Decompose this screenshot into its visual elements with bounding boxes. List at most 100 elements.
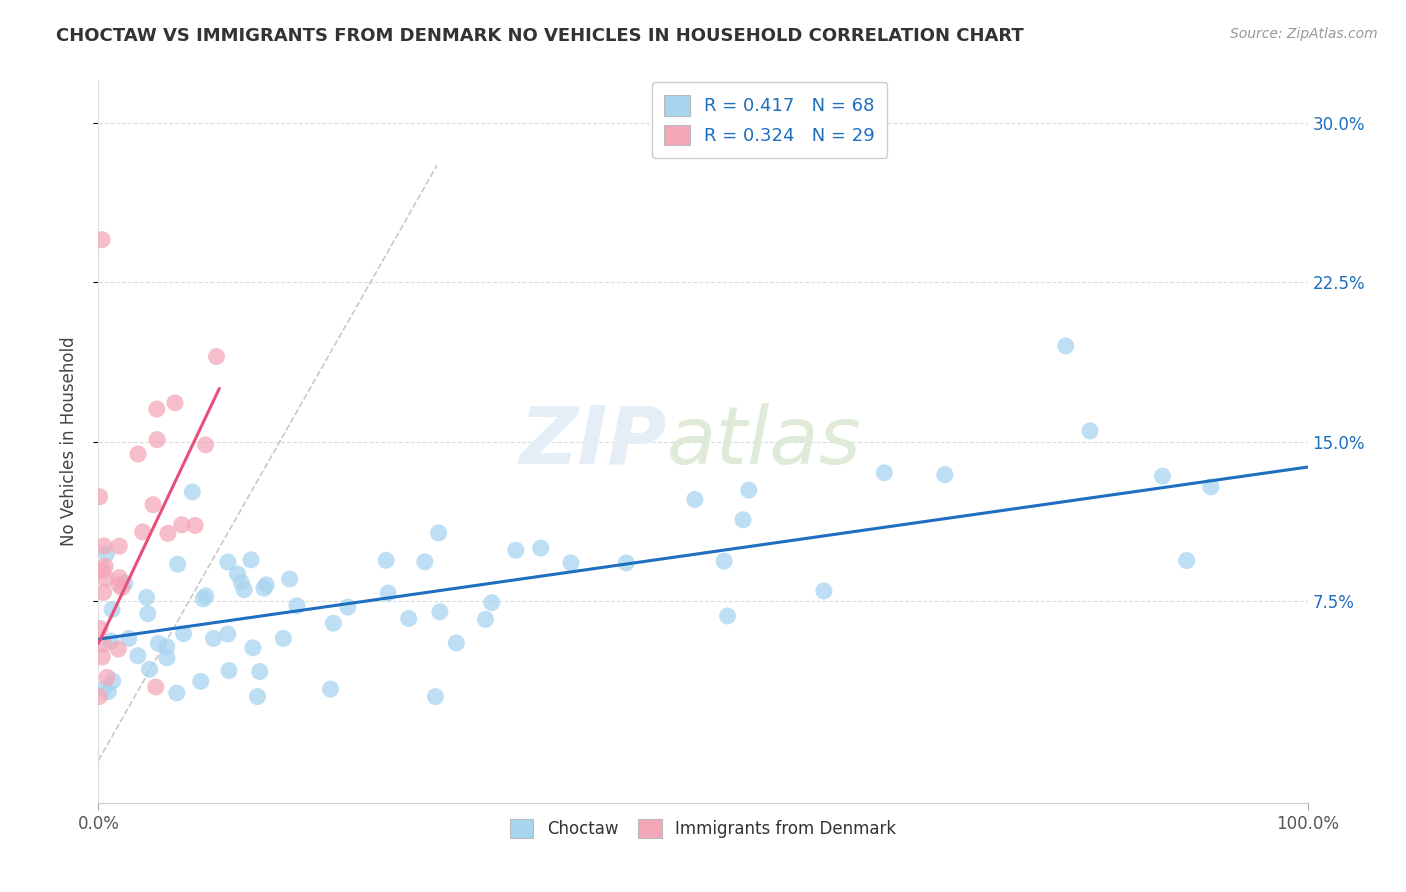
Point xyxy=(217,555,239,569)
Point xyxy=(107,642,129,657)
Point xyxy=(89,621,111,635)
Point xyxy=(93,585,115,599)
Point xyxy=(233,582,256,597)
Point xyxy=(91,233,114,247)
Point xyxy=(94,559,117,574)
Point xyxy=(375,553,398,567)
Point xyxy=(530,541,553,555)
Text: atlas: atlas xyxy=(666,402,862,481)
Point xyxy=(1199,480,1222,494)
Point xyxy=(173,626,195,640)
Point xyxy=(425,690,447,704)
Point xyxy=(101,602,124,616)
Point xyxy=(146,402,169,417)
Point xyxy=(738,483,761,498)
Point xyxy=(146,433,169,447)
Point xyxy=(193,591,215,606)
Point xyxy=(240,553,263,567)
Point xyxy=(91,649,114,664)
Point xyxy=(934,467,956,482)
Point xyxy=(94,572,117,586)
Point xyxy=(148,636,170,650)
Point xyxy=(683,492,706,507)
Point xyxy=(135,591,157,605)
Point xyxy=(114,576,136,591)
Point xyxy=(190,674,212,689)
Point xyxy=(108,539,131,553)
Point xyxy=(127,447,149,461)
Point xyxy=(184,518,207,533)
Point xyxy=(322,616,344,631)
Point xyxy=(226,566,249,581)
Point xyxy=(96,670,118,684)
Point xyxy=(446,636,468,650)
Point xyxy=(93,681,115,696)
Point xyxy=(205,350,228,364)
Point xyxy=(560,556,582,570)
Point xyxy=(398,611,420,625)
Point xyxy=(91,563,114,577)
Point xyxy=(481,596,503,610)
Point xyxy=(89,690,111,704)
Point xyxy=(713,554,735,568)
Point xyxy=(716,609,738,624)
Point xyxy=(246,690,269,704)
Point xyxy=(253,581,276,595)
Point xyxy=(474,612,496,626)
Point xyxy=(96,547,118,561)
Point xyxy=(254,578,277,592)
Point xyxy=(1152,469,1174,483)
Point xyxy=(413,555,436,569)
Point xyxy=(1054,339,1077,353)
Point xyxy=(181,484,204,499)
Point xyxy=(319,681,342,696)
Point xyxy=(429,605,451,619)
Legend: Choctaw, Immigrants from Denmark: Choctaw, Immigrants from Denmark xyxy=(503,813,903,845)
Point xyxy=(217,627,239,641)
Text: CHOCTAW VS IMMIGRANTS FROM DENMARK NO VEHICLES IN HOUSEHOLD CORRELATION CHART: CHOCTAW VS IMMIGRANTS FROM DENMARK NO VE… xyxy=(56,27,1024,45)
Point xyxy=(118,632,141,646)
Point xyxy=(93,539,115,553)
Point xyxy=(170,517,193,532)
Point xyxy=(231,575,253,590)
Point xyxy=(101,673,124,688)
Point xyxy=(97,684,120,698)
Point xyxy=(505,543,527,558)
Text: Source: ZipAtlas.com: Source: ZipAtlas.com xyxy=(1230,27,1378,41)
Point xyxy=(163,396,186,410)
Point xyxy=(202,632,225,646)
Point xyxy=(136,607,159,621)
Point xyxy=(138,662,160,676)
Point xyxy=(142,498,165,512)
Point xyxy=(111,581,134,595)
Point xyxy=(1175,553,1198,567)
Point xyxy=(273,632,295,646)
Point xyxy=(242,640,264,655)
Point xyxy=(813,584,835,599)
Point xyxy=(194,589,217,603)
Y-axis label: No Vehicles in Household: No Vehicles in Household xyxy=(59,336,77,547)
Point xyxy=(108,578,131,592)
Point xyxy=(285,599,308,613)
Point xyxy=(377,586,399,600)
Point xyxy=(218,664,240,678)
Point xyxy=(249,665,271,679)
Point xyxy=(194,438,217,452)
Point xyxy=(336,600,359,615)
Point xyxy=(1078,424,1101,438)
Point xyxy=(156,650,179,665)
Point xyxy=(145,680,167,694)
Point xyxy=(873,466,896,480)
Point xyxy=(731,513,754,527)
Point xyxy=(89,490,111,504)
Text: ZIP: ZIP xyxy=(519,402,666,481)
Point xyxy=(131,524,153,539)
Point xyxy=(93,637,115,651)
Point xyxy=(108,571,131,585)
Point xyxy=(166,558,188,572)
Point xyxy=(127,648,149,663)
Point xyxy=(156,526,179,541)
Point xyxy=(427,525,450,540)
Point xyxy=(166,686,188,700)
Point xyxy=(100,634,122,648)
